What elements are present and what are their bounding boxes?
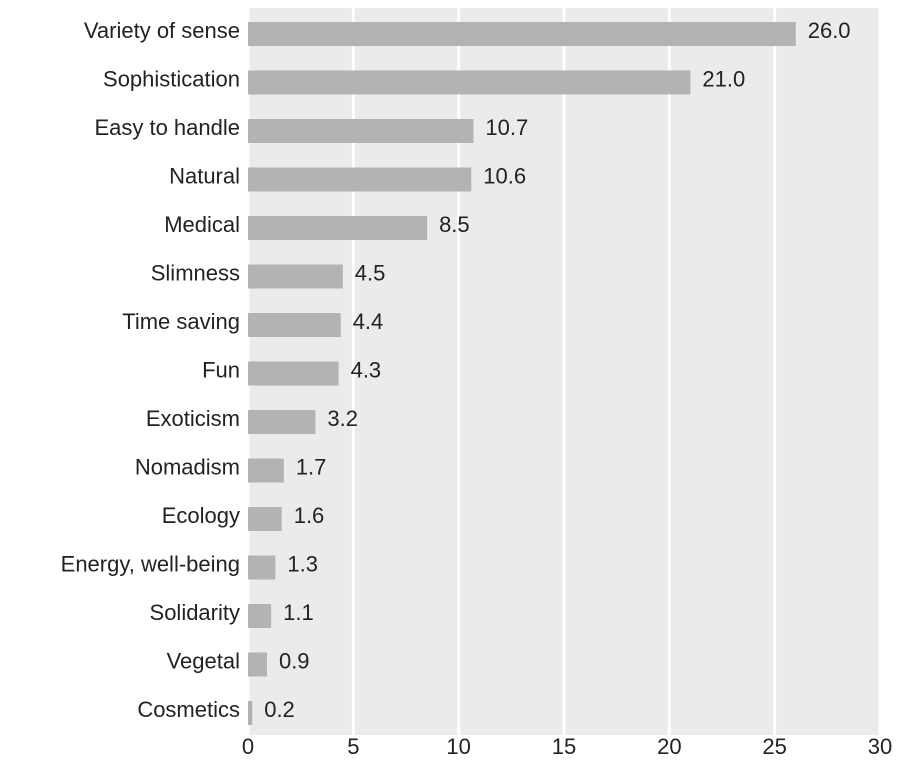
- data-label: 10.7: [485, 115, 528, 140]
- y-tick-label: Exoticism: [146, 406, 240, 431]
- y-tick-label: Fun: [202, 357, 240, 382]
- data-label: 1.1: [283, 600, 314, 625]
- data-label: 4.5: [355, 260, 386, 285]
- bar: [248, 361, 339, 386]
- data-label: 21.0: [702, 66, 745, 91]
- bar: [248, 167, 472, 192]
- bar: [248, 604, 272, 628]
- bar: [248, 22, 796, 46]
- data-label: 10.6: [483, 163, 526, 188]
- y-tick-label: Cosmetics: [137, 697, 240, 722]
- data-label: 8.5: [439, 212, 470, 237]
- x-tick-label: 20: [657, 734, 681, 759]
- y-tick-label: Natural: [169, 163, 240, 188]
- data-label: 1.7: [296, 454, 327, 479]
- x-tick-label: 25: [762, 734, 786, 759]
- data-label: 4.3: [351, 357, 382, 382]
- bar: [248, 410, 316, 434]
- bar: [248, 652, 267, 677]
- bar: [248, 119, 474, 143]
- y-tick-label: Variety of sense: [84, 18, 240, 43]
- y-tick-label: Sophistication: [103, 66, 240, 91]
- bar: [248, 313, 341, 337]
- data-label: 26.0: [808, 18, 851, 43]
- y-tick-label: Easy to handle: [94, 115, 240, 140]
- bar: [248, 264, 343, 289]
- y-tick-label: Energy, well-being: [61, 551, 240, 576]
- data-label: 1.3: [287, 551, 318, 576]
- bar: [248, 507, 282, 531]
- bar: [248, 458, 284, 483]
- bar: [248, 701, 253, 725]
- data-label: 4.4: [353, 309, 384, 334]
- x-tick-label: 30: [868, 734, 892, 759]
- x-tick-label: 10: [446, 734, 470, 759]
- data-label: 1.6: [294, 503, 325, 528]
- y-tick-label: Time saving: [122, 309, 240, 334]
- x-tick-label: 15: [552, 734, 576, 759]
- y-tick-label: Nomadism: [135, 454, 240, 479]
- y-tick-label: Vegetal: [167, 648, 240, 673]
- x-tick-label: 0: [242, 734, 254, 759]
- data-label: 0.2: [264, 697, 295, 722]
- y-tick-label: Medical: [164, 212, 240, 237]
- bar: [248, 216, 428, 240]
- y-tick-label: Ecology: [162, 503, 240, 528]
- y-tick-label: Slimness: [151, 260, 240, 285]
- bar: [248, 70, 691, 95]
- y-tick-label: Solidarity: [150, 600, 240, 625]
- data-label: 3.2: [327, 406, 358, 431]
- bar: [248, 555, 276, 580]
- x-tick-label: 5: [347, 734, 359, 759]
- data-label: 0.9: [279, 648, 310, 673]
